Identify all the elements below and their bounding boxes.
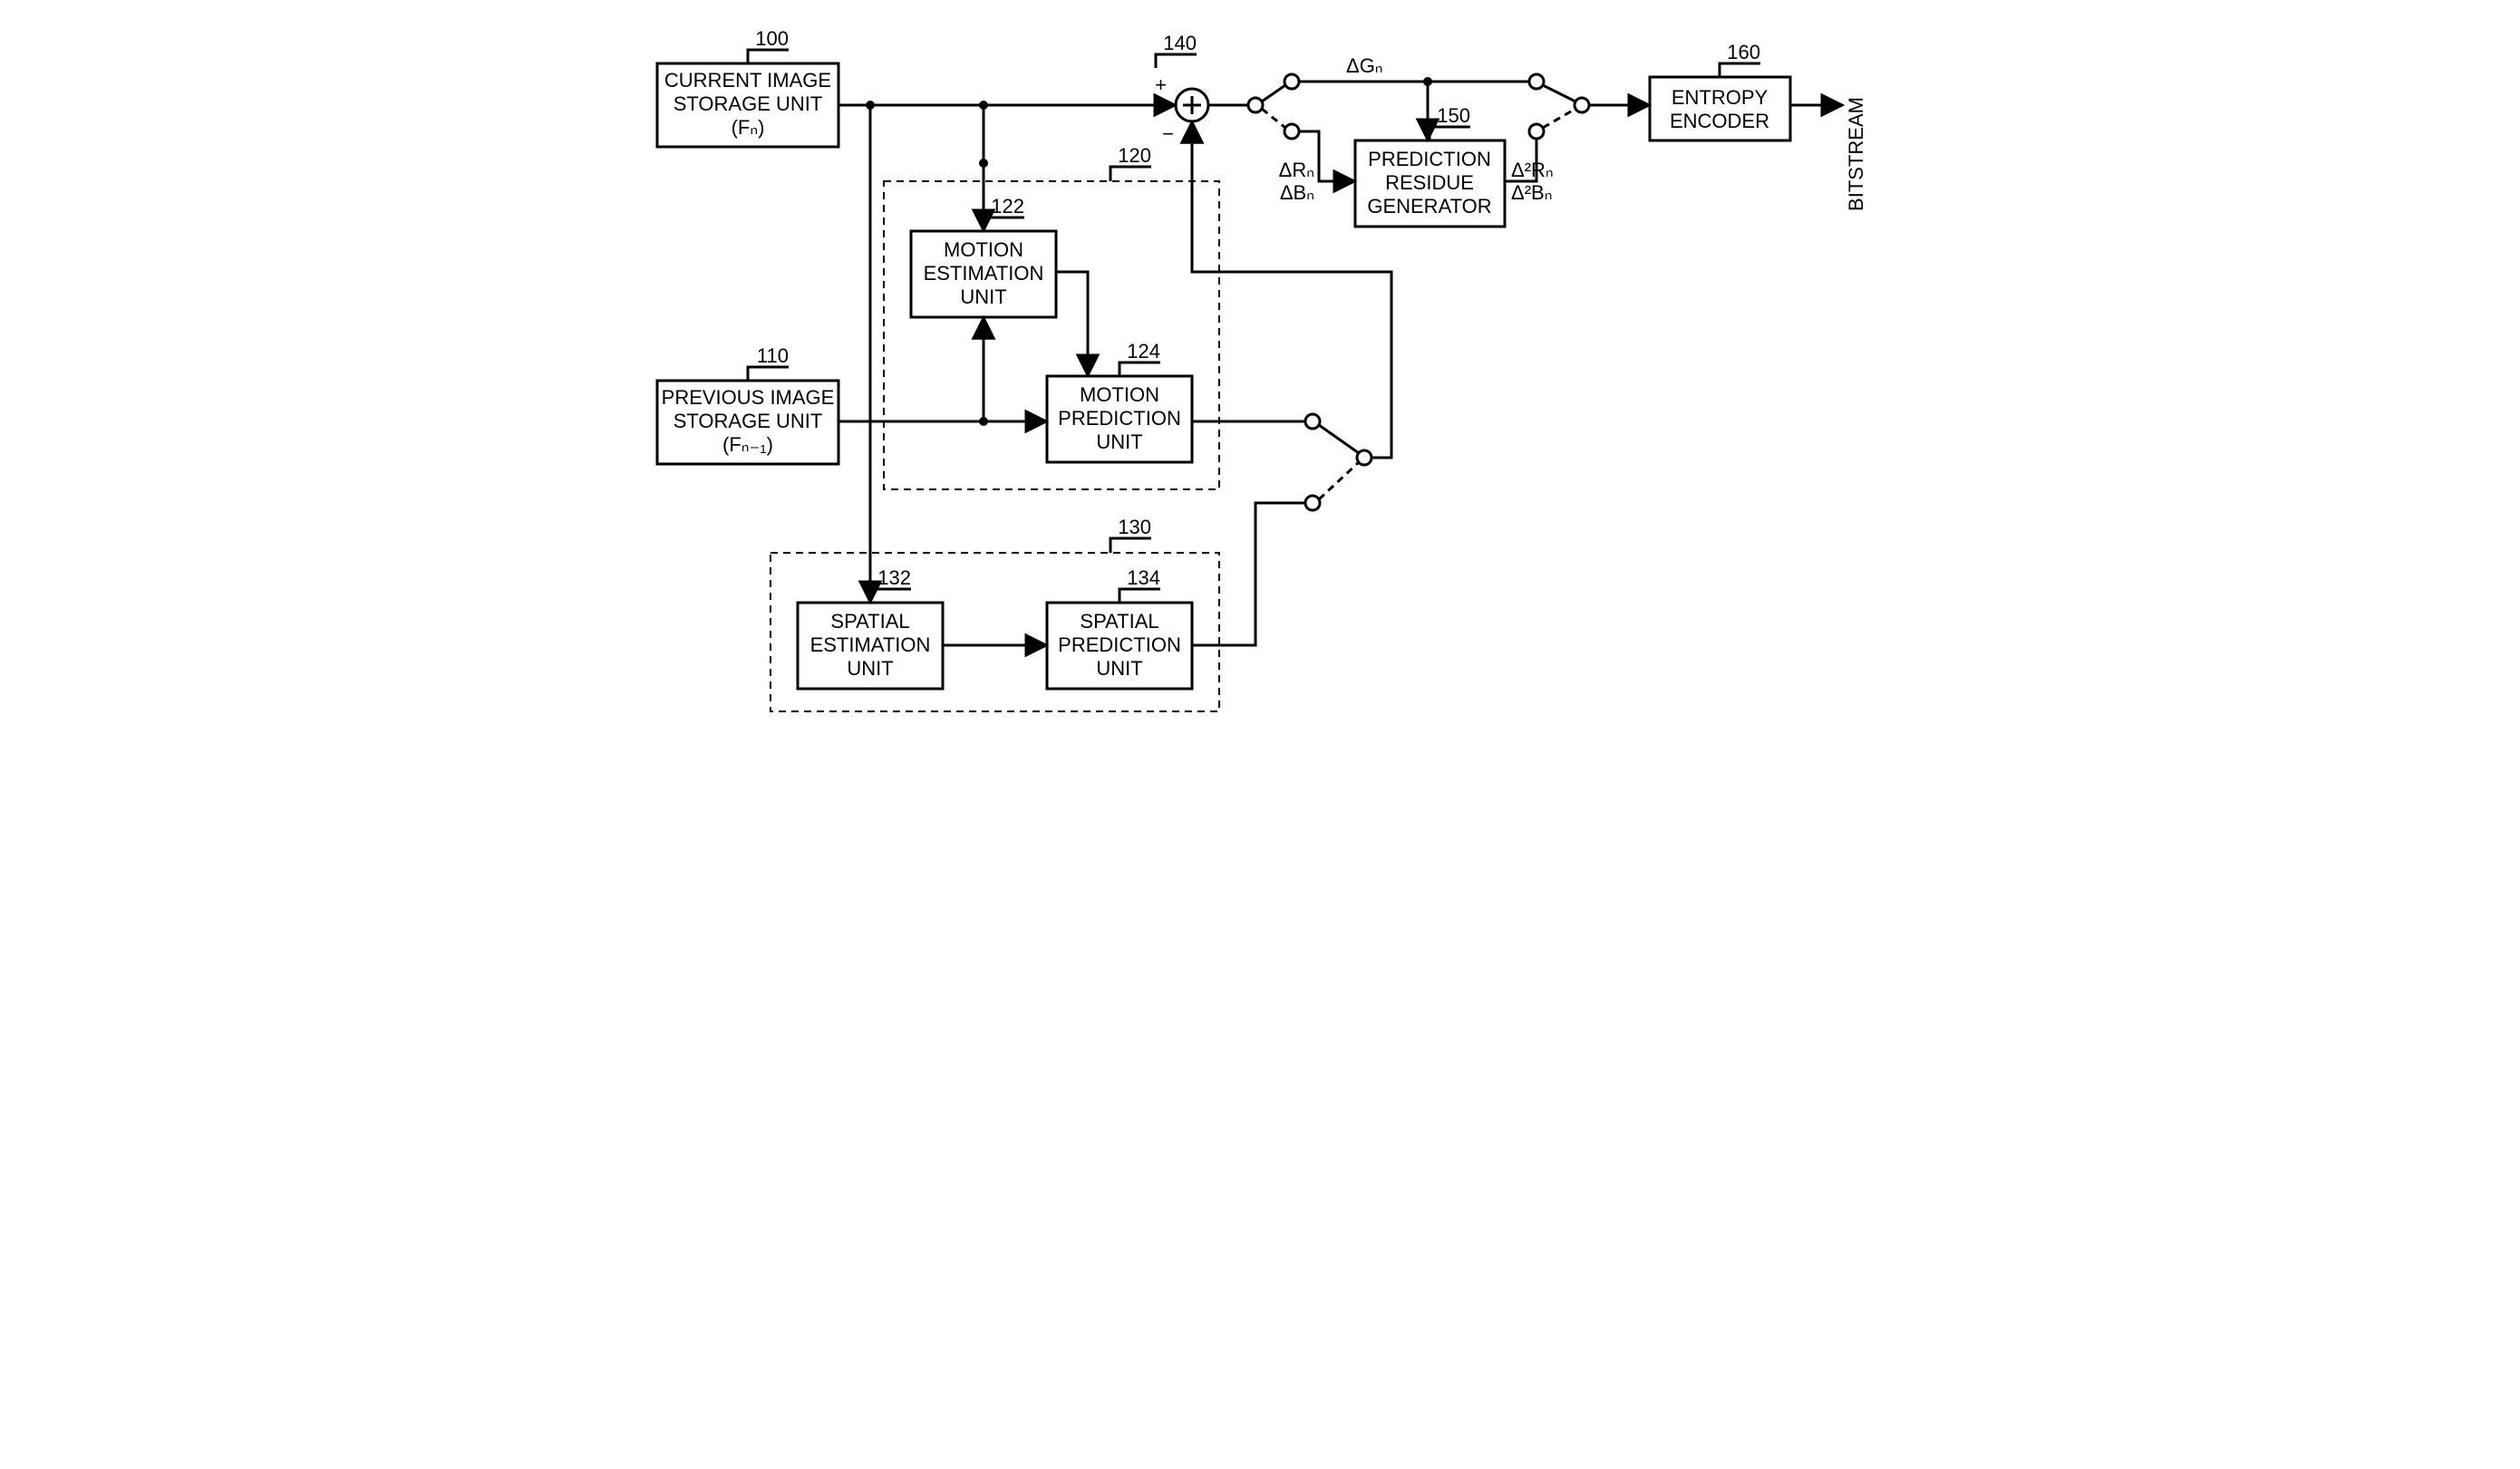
label-dbn: ΔBₙ bbox=[1280, 181, 1314, 204]
block-current-image-storage: CURRENT IMAGE STORAGE UNIT (Fₙ) 100 bbox=[657, 27, 838, 147]
b134-l3: UNIT bbox=[1096, 657, 1142, 680]
b122-l2: ESTIMATION bbox=[924, 262, 1044, 285]
b110-l1: PREVIOUS IMAGE bbox=[662, 386, 835, 409]
b150-l2: RESIDUE bbox=[1385, 171, 1474, 194]
junction-2b bbox=[979, 159, 988, 168]
block-entropy-encoder: ENTROPY ENCODER 160 bbox=[1650, 41, 1790, 140]
plus-label: + bbox=[1155, 73, 1167, 96]
ref-130: 130 bbox=[1118, 516, 1151, 538]
ref-150: 150 bbox=[1437, 104, 1470, 127]
switch-s2 bbox=[1529, 74, 1589, 139]
ref-124: 124 bbox=[1127, 340, 1160, 362]
label-d2b: Δ²Bₙ bbox=[1511, 181, 1552, 204]
ref-160: 160 bbox=[1727, 41, 1760, 63]
ref-140: 140 bbox=[1163, 32, 1197, 54]
b160-l1: ENTROPY bbox=[1672, 86, 1769, 109]
ref-122: 122 bbox=[991, 195, 1024, 217]
b100-l3: (Fₙ) bbox=[732, 116, 765, 139]
b134-l2: PREDICTION bbox=[1058, 633, 1181, 656]
minus-label: − bbox=[1162, 122, 1174, 145]
block-spatial-prediction: SPATIAL PREDICTION UNIT 134 bbox=[1047, 566, 1192, 689]
b124-l3: UNIT bbox=[1096, 430, 1142, 453]
label-d2r: Δ²Rₙ bbox=[1511, 159, 1554, 181]
b150-l1: PREDICTION bbox=[1368, 148, 1491, 170]
summer-140: + − 140 bbox=[1155, 32, 1208, 145]
b124-l2: PREDICTION bbox=[1058, 407, 1181, 430]
ref-110: 110 bbox=[757, 344, 789, 367]
b122-l1: MOTION bbox=[944, 238, 1023, 261]
b160-l2: ENCODER bbox=[1670, 110, 1769, 132]
wire-134-out bbox=[1192, 503, 1305, 645]
ref-132: 132 bbox=[877, 566, 911, 589]
label-dg: ΔGₙ bbox=[1346, 54, 1383, 77]
b124-l1: MOTION bbox=[1080, 383, 1159, 406]
b100-l1: CURRENT IMAGE bbox=[664, 69, 831, 92]
block-prediction-residue-generator: PREDICTION RESIDUE GENERATOR 150 bbox=[1355, 104, 1505, 227]
b132-l1: SPATIAL bbox=[830, 610, 909, 633]
b132-l2: ESTIMATION bbox=[810, 633, 931, 656]
block-previous-image-storage: PREVIOUS IMAGE STORAGE UNIT (Fₙ₋₁) 110 bbox=[657, 344, 838, 464]
switch-s1 bbox=[1248, 74, 1299, 139]
b100-l2: STORAGE UNIT bbox=[674, 92, 823, 115]
b110-l2: STORAGE UNIT bbox=[674, 410, 823, 432]
label-bitstream: BITSTREAM bbox=[1845, 97, 1867, 211]
b134-l1: SPATIAL bbox=[1080, 610, 1158, 633]
ref-134: 134 bbox=[1127, 566, 1160, 589]
b110-l3: (Fₙ₋₁) bbox=[722, 433, 773, 456]
wire-122-to-124 bbox=[1056, 272, 1088, 376]
ref-120: 120 bbox=[1118, 144, 1151, 167]
switch-s3 bbox=[1305, 414, 1371, 510]
b150-l3: GENERATOR bbox=[1367, 195, 1491, 217]
b122-l3: UNIT bbox=[960, 285, 1006, 308]
block-motion-prediction: MOTION PREDICTION UNIT 124 bbox=[1047, 340, 1192, 462]
b132-l3: UNIT bbox=[847, 657, 893, 680]
ref-100: 100 bbox=[755, 27, 789, 50]
label-drn: ΔRₙ bbox=[1279, 159, 1314, 181]
